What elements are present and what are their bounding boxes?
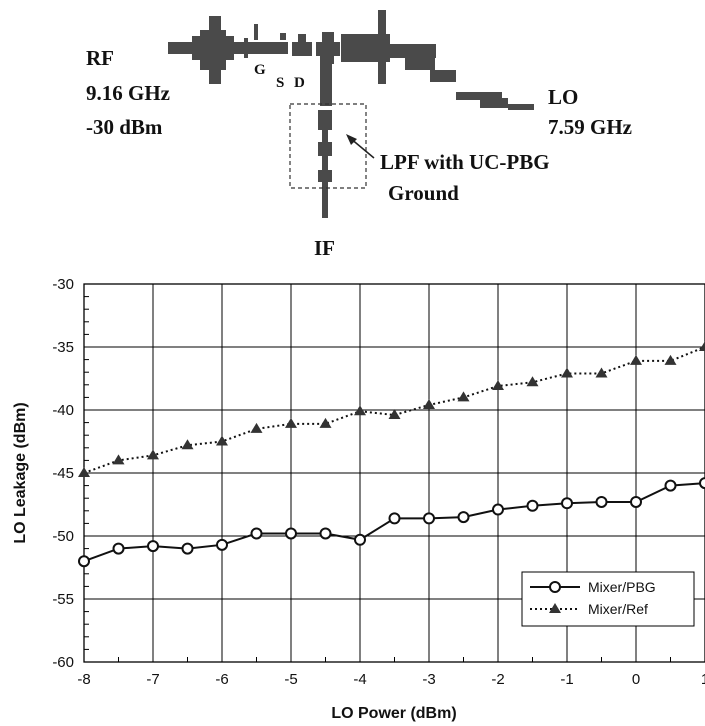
drain-label: D xyxy=(294,75,305,91)
data-point-mixer-pbg xyxy=(181,542,194,555)
x-tick-label: -1 xyxy=(560,671,573,688)
y-tick-label: -45 xyxy=(52,465,74,482)
x-axis-title: LO Power (dBm) xyxy=(331,705,456,722)
lpf-box xyxy=(289,103,367,189)
data-point-mixer-pbg xyxy=(78,555,90,568)
lo-leakage-chart: -8 -7 -6 -5 -4 -3 -2 -1 0 1 -30 -35 -40 -45 -50 -55 -60… xyxy=(12,276,705,722)
x-tick-label: -6 xyxy=(215,671,228,688)
data-point-mixer-pbg xyxy=(250,527,263,540)
legend-label-mixer-ref: Mixer/Ref xyxy=(588,601,648,617)
data-point-mixer-pbg xyxy=(112,542,125,555)
lpf-label-line2: Ground xyxy=(388,181,459,205)
lpf-label-line1: LPF with UC-PBG xyxy=(380,150,550,174)
data-point-mixer-pbg xyxy=(285,527,297,540)
legend-marker-mixer-ref xyxy=(549,603,561,613)
data-point-mixer-ref xyxy=(388,409,401,420)
y-axis-title: LO Leakage (dBm) xyxy=(12,402,29,543)
data-point-mixer-ref xyxy=(181,439,194,450)
circuit-traces xyxy=(168,10,534,218)
minor-ticks xyxy=(83,283,705,663)
data-point-mixer-pbg xyxy=(354,533,366,546)
x-tick-label: -8 xyxy=(77,671,90,688)
data-point-mixer-ref xyxy=(664,354,677,365)
data-point-mixer-pbg xyxy=(216,538,228,551)
data-point-mixer-ref xyxy=(250,422,263,433)
data-point-mixer-pbg xyxy=(595,495,608,508)
y-tick-label: -50 xyxy=(52,528,74,545)
data-point-mixer-pbg xyxy=(457,511,470,524)
data-point-mixer-ref xyxy=(319,417,332,428)
data-point-mixer-pbg xyxy=(630,495,642,508)
data-point-mixer-ref xyxy=(285,417,297,428)
legend-label-mixer-pbg: Mixer/PBG xyxy=(588,579,656,595)
y-tick-label: -60 xyxy=(52,654,74,671)
data-series xyxy=(78,341,705,568)
y-tick-label: -35 xyxy=(52,339,74,356)
data-point-mixer-pbg xyxy=(319,527,332,540)
y-tick-label: -30 xyxy=(52,276,74,293)
data-point-mixer-pbg xyxy=(699,477,705,490)
data-point-mixer-ref xyxy=(354,405,366,416)
legend-box xyxy=(521,571,695,627)
data-point-mixer-ref xyxy=(526,376,539,387)
data-point-mixer-ref xyxy=(457,391,470,402)
data-point-mixer-pbg xyxy=(147,540,159,553)
lo-label: LO xyxy=(548,85,578,109)
x-tick-labels: -8 -7 -6 -5 -4 -3 -2 -1 0 1 xyxy=(77,671,705,688)
data-point-mixer-pbg xyxy=(388,512,401,525)
x-tick-label: 1 xyxy=(701,671,705,688)
if-label: IF xyxy=(314,236,335,260)
gate-label: G xyxy=(254,62,266,78)
x-tick-label: -4 xyxy=(353,671,366,688)
y-tick-labels: -30 -35 -40 -45 -50 -55 -60 xyxy=(52,276,74,671)
data-point-mixer-ref xyxy=(630,354,642,365)
x-tick-label: -2 xyxy=(491,671,504,688)
data-point-mixer-pbg xyxy=(492,503,504,516)
rf-power: -30 dBm xyxy=(86,115,163,139)
data-point-mixer-ref xyxy=(595,367,608,378)
data-point-mixer-pbg xyxy=(526,499,539,512)
mixer-layout-diagram: RF 9.16 GHz -30 dBm LO 7.59 GHz G S D LP… xyxy=(86,10,632,260)
data-point-mixer-ref xyxy=(561,367,573,378)
x-tick-label: -7 xyxy=(146,671,159,688)
x-tick-label: -5 xyxy=(284,671,297,688)
lo-frequency: 7.59 GHz xyxy=(548,115,632,139)
rf-frequency: 9.16 GHz xyxy=(86,81,170,105)
data-point-mixer-ref xyxy=(423,398,435,409)
data-point-mixer-ref xyxy=(216,435,228,446)
lpf-arrowhead xyxy=(346,134,357,145)
data-point-mixer-pbg xyxy=(561,497,573,510)
legend-marker-mixer-pbg xyxy=(549,581,561,593)
x-tick-label: 0 xyxy=(632,671,640,688)
data-point-mixer-pbg xyxy=(423,512,435,525)
data-point-mixer-ref xyxy=(699,341,705,351)
y-tick-label: -40 xyxy=(52,402,74,419)
data-point-mixer-ref xyxy=(147,449,159,460)
rf-label: RF xyxy=(86,46,114,70)
y-tick-label: -55 xyxy=(52,591,74,608)
legend: Mixer/PBG Mixer/Ref xyxy=(521,571,695,627)
data-point-mixer-ref xyxy=(78,467,90,477)
data-point-mixer-pbg xyxy=(664,479,677,492)
data-point-mixer-ref xyxy=(492,380,504,391)
x-tick-label: -3 xyxy=(422,671,435,688)
source-label: S xyxy=(276,75,284,91)
data-point-mixer-ref xyxy=(112,454,125,465)
